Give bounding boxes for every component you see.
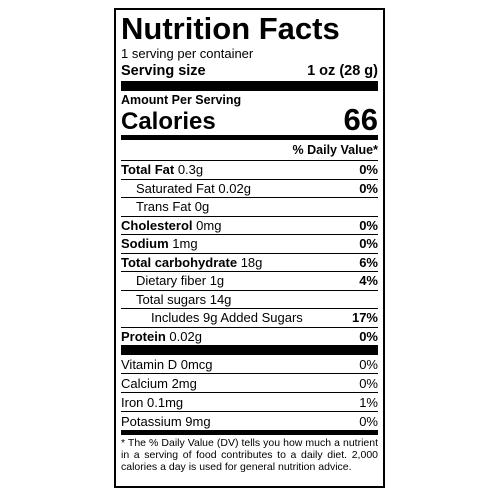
vitamin-row-iron: Iron 0.1mg 1%: [121, 393, 378, 412]
nutrient-name: Protein: [121, 328, 166, 344]
servings-per-container: 1 serving per container: [121, 46, 254, 61]
nutrient-amount: 0.02g: [169, 328, 202, 344]
calories-value: 66: [343, 102, 378, 137]
vitamin-dv: 1%: [359, 395, 378, 410]
nutrient-row-sodium: Sodium 1mg 0%: [121, 235, 378, 254]
nutrient-name: Sodium: [121, 236, 169, 251]
nutrient-dv: 17%: [351, 310, 378, 325]
serving-size-value: 1 oz (28 g): [307, 63, 378, 79]
vitamin-dv: 0%: [359, 414, 378, 429]
nutrient-row-protein: Protein 0.02g 0%: [121, 328, 378, 355]
nutrient-row-total-sugars: Total sugars 14g: [121, 291, 378, 309]
nutrient-name: Cholesterol: [121, 217, 193, 233]
vitamin-dv: 0%: [359, 376, 378, 391]
nutrient-dv: 0%: [359, 180, 378, 196]
nutrient-amount: 1mg: [172, 236, 198, 251]
vitamin-text: Vitamin D 0mcg: [121, 357, 213, 372]
vitamin-row-vitamin-d: Vitamin D 0mcg 0%: [121, 355, 378, 374]
nutrient-name: Dietary fiber: [136, 273, 207, 288]
nutrient-amount: 18g: [240, 254, 263, 270]
nutrient-amount: 0mg: [196, 217, 222, 233]
vitamin-text: Calcium 2mg: [121, 376, 197, 391]
nutrient-dv: 6%: [359, 254, 378, 270]
nutrient-dv: 0%: [359, 162, 378, 177]
nutrient-name: Saturated Fat: [136, 180, 215, 196]
nutrient-row-cholesterol: Cholesterol 0mg 0%: [121, 217, 378, 235]
vitamin-text: Potassium 9mg: [121, 414, 211, 429]
nutrient-name: Includes 9g Added Sugars: [151, 310, 303, 325]
nutrient-dv: 0%: [359, 217, 378, 233]
nutrient-row-trans-fat: Trans Fat 0g: [121, 198, 378, 217]
calories-label: Calories: [121, 108, 216, 135]
nutrient-dv: 0%: [359, 236, 378, 251]
vitamin-row-potassium: Potassium 9mg 0%: [121, 412, 378, 435]
nutrient-row-added-sugars: Includes 9g Added Sugars 17%: [121, 309, 378, 328]
nutrient-amount: 0g: [194, 199, 210, 214]
label-title: Nutrition Facts: [121, 11, 340, 46]
nutrient-row-dietary-fiber: Dietary fiber 1g 4%: [121, 272, 378, 291]
vitamin-dv: 0%: [359, 357, 378, 372]
nutrient-row-total-carbohydrate: Total carbohydrate 18g 6%: [121, 254, 378, 272]
nutrient-amount: 0.02g: [218, 180, 251, 196]
nutrient-dv: 4%: [359, 273, 378, 288]
serving-size-row: Serving size 1 oz (28 g): [121, 62, 378, 91]
nutrition-facts-label: Nutrition Facts 1 serving per container …: [114, 8, 385, 488]
nutrient-row-total-fat: Total Fat 0.3g 0%: [121, 161, 378, 180]
nutrient-row-saturated-fat: Saturated Fat 0.02g 0%: [121, 180, 378, 198]
amount-per-serving: Amount Per Serving: [121, 93, 242, 107]
vitamin-text: Iron 0.1mg: [121, 395, 184, 410]
nutrient-amount: 0.3g: [177, 162, 204, 177]
nutrient-name: Total carbohydrate: [121, 254, 238, 270]
calories-row: Calories 66: [121, 102, 378, 140]
daily-value-header: % Daily Value*: [121, 140, 378, 161]
daily-value-footnote: * The % Daily Value (DV) tells you how m…: [121, 437, 378, 473]
vitamin-row-calcium: Calcium 2mg 0%: [121, 374, 378, 393]
nutrient-amount: 14g: [209, 291, 232, 307]
nutrient-name: Total Fat: [121, 162, 175, 177]
nutrient-name: Total sugars: [136, 291, 207, 307]
nutrient-amount: 1g: [209, 273, 225, 288]
nutrient-name: Trans Fat: [136, 199, 192, 214]
serving-size-label: Serving size: [121, 63, 206, 79]
nutrient-dv: 0%: [359, 328, 378, 344]
